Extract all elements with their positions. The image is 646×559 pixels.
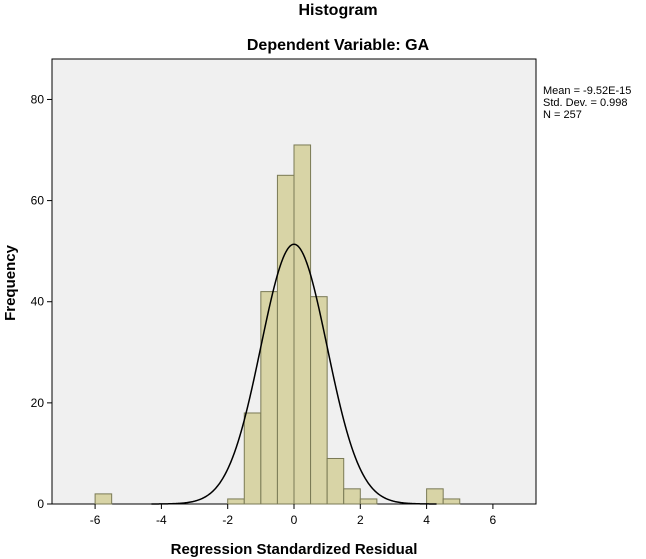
y-tick-label-4: 80 bbox=[31, 92, 45, 106]
x-tick-label-2: -2 bbox=[222, 513, 233, 527]
x-tick-label-3: 0 bbox=[291, 513, 298, 527]
histogram-bar-11 bbox=[442, 498, 461, 505]
x-axis-ticks: -6 -4 -2 0 2 4 6 bbox=[90, 504, 497, 527]
histogram-bar-0 bbox=[94, 493, 113, 505]
chart-subtitle: Dependent Variable: GA bbox=[247, 37, 430, 54]
stats-box: Mean = -9.52E-15 Std. Dev. = 0.998 N = 2… bbox=[543, 85, 631, 121]
x-tick-label-4: 2 bbox=[357, 513, 364, 527]
histogram-bar-3 bbox=[260, 291, 278, 505]
x-tick-label-1: -4 bbox=[156, 513, 167, 527]
x-tick-label-6: 6 bbox=[490, 513, 497, 527]
histogram-bar-4 bbox=[276, 174, 295, 505]
y-tick-label-0: 0 bbox=[37, 497, 44, 511]
normal-curve bbox=[151, 243, 437, 505]
histogram-bar-6 bbox=[310, 296, 328, 505]
x-axis-title: Regression Standardized Residual bbox=[171, 541, 418, 558]
histogram-bar-2 bbox=[243, 412, 262, 505]
histogram-bar-10 bbox=[426, 488, 444, 505]
y-axis-title: Frequency bbox=[2, 244, 19, 321]
y-axis-ticks: 0 20 40 60 80 bbox=[31, 92, 52, 511]
histogram-bar-1 bbox=[227, 498, 245, 505]
y-tick-label-2: 40 bbox=[31, 295, 45, 309]
bar-group bbox=[94, 144, 461, 505]
stat-mean: Mean = -9.52E-15 bbox=[543, 85, 631, 97]
chart-title: Histogram bbox=[298, 2, 377, 19]
histogram-bar-7 bbox=[326, 457, 345, 505]
histogram-bar-5 bbox=[293, 144, 312, 505]
y-tick-label-1: 20 bbox=[31, 396, 45, 410]
histogram-bar-9 bbox=[359, 498, 378, 505]
histogram-bar-8 bbox=[343, 488, 361, 505]
x-tick-label-5: 4 bbox=[423, 513, 430, 527]
stat-n: N = 257 bbox=[543, 109, 582, 121]
y-tick-label-3: 60 bbox=[31, 194, 45, 208]
x-tick-label-0: -6 bbox=[90, 513, 101, 527]
stat-std-dev: Std. Dev. = 0.998 bbox=[543, 97, 628, 109]
